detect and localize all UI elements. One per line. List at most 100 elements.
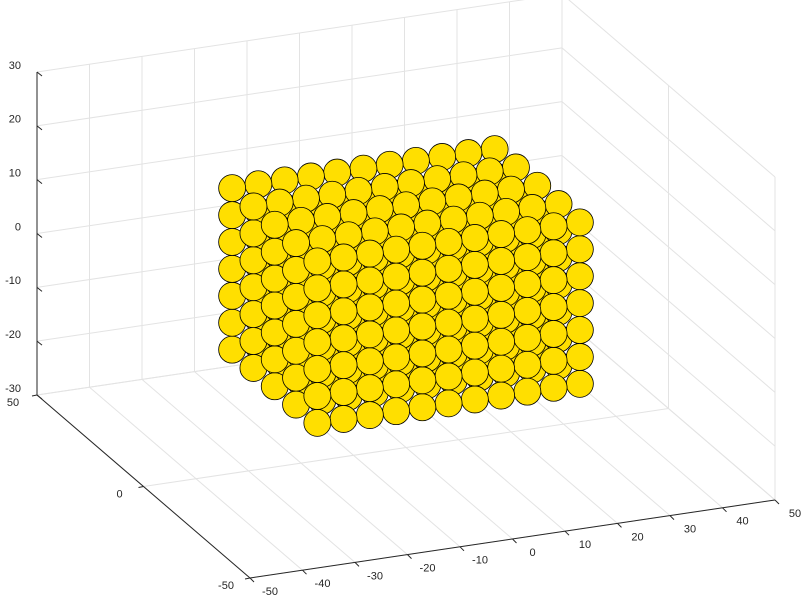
- grid-line: [561, 155, 776, 339]
- point: [329, 351, 358, 380]
- point: [513, 216, 542, 245]
- point: [355, 266, 384, 295]
- point: [408, 393, 437, 422]
- x-tick: [407, 554, 412, 559]
- point: [382, 235, 411, 264]
- z-tick: [36, 340, 43, 346]
- point: [539, 239, 568, 268]
- z-tick-label: -10: [5, 275, 21, 287]
- z-tick-label: 10: [9, 168, 21, 180]
- x-tick-label: 30: [684, 524, 696, 536]
- point: [282, 229, 310, 257]
- x-tick: [512, 538, 517, 544]
- point: [565, 343, 594, 371]
- x-tick-label: 0: [529, 547, 535, 559]
- point: [218, 174, 247, 203]
- point: [487, 300, 516, 329]
- point: [355, 374, 384, 403]
- grid-line: [36, 0, 526, 73]
- point: [355, 401, 384, 429]
- point: [434, 389, 463, 418]
- point: [303, 274, 332, 303]
- point: [329, 378, 358, 406]
- tick-labels: -50 -40 -30 -20 -10 0 10 20 30 40 50 -50 0 50 -30 -20 -1…: [5, 60, 801, 598]
- point: [565, 235, 594, 264]
- point: [487, 354, 516, 383]
- z-tick-label: -20: [5, 329, 21, 341]
- point: [329, 243, 358, 272]
- x-tick-label: 50: [789, 508, 801, 520]
- point: [460, 304, 489, 333]
- point: [303, 247, 332, 276]
- grid-line: [36, 47, 563, 127]
- z-tick: [36, 179, 43, 185]
- y-tick-label: 0: [116, 488, 122, 500]
- point: [382, 370, 411, 399]
- axes: [31, 71, 780, 583]
- grid-line: [561, 47, 776, 232]
- x-tick: [669, 515, 675, 520]
- point: [355, 293, 384, 322]
- point: [487, 220, 516, 248]
- point: [487, 273, 516, 302]
- y-tick: [31, 394, 38, 397]
- x-tick-label: -30: [367, 570, 383, 582]
- point: [513, 270, 542, 298]
- point: [460, 358, 489, 387]
- grid-line: [561, 316, 776, 501]
- point: [382, 316, 411, 345]
- point: [355, 239, 384, 268]
- point: [434, 308, 463, 337]
- point: [382, 262, 411, 291]
- grid-line: [568, 0, 776, 178]
- z-tick-label: 30: [9, 60, 21, 72]
- point: [408, 285, 437, 314]
- point: [487, 247, 516, 275]
- point: [408, 258, 437, 287]
- point: [460, 224, 489, 252]
- point: [303, 408, 332, 437]
- point: [408, 366, 437, 395]
- x-tick-label: 10: [579, 539, 591, 551]
- z-tick: [36, 394, 43, 400]
- point: [539, 212, 568, 241]
- point: [513, 323, 542, 352]
- x-tick-label: -10: [472, 555, 488, 567]
- z-tick-label: 0: [15, 221, 21, 233]
- point: [539, 373, 568, 402]
- point: [329, 405, 358, 433]
- grid-line: [561, 262, 776, 447]
- x-tick-label: 20: [631, 531, 643, 543]
- z-tick-label: 20: [9, 114, 21, 126]
- point: [408, 339, 437, 368]
- grid-line: [36, 101, 563, 181]
- point: [539, 293, 568, 321]
- grid-line: [143, 408, 669, 487]
- point: [434, 254, 463, 283]
- y-tick-label: 50: [7, 397, 19, 409]
- point: [487, 327, 516, 356]
- point: [382, 343, 411, 372]
- point: [239, 192, 268, 221]
- y-tick: [244, 577, 251, 580]
- point: [329, 270, 358, 299]
- point: [408, 231, 437, 260]
- point: [382, 397, 411, 426]
- point: [565, 262, 594, 291]
- points: [218, 135, 594, 437]
- point: [513, 350, 542, 379]
- point: [434, 362, 463, 391]
- point: [355, 347, 384, 376]
- point: [329, 297, 358, 326]
- grid-line: [561, 101, 776, 286]
- z-tick: [36, 125, 43, 131]
- z-tick: [36, 233, 43, 238]
- point: [434, 281, 463, 310]
- point: [303, 382, 332, 410]
- x-tick: [354, 562, 360, 567]
- x-tick: [774, 499, 780, 505]
- point: [329, 324, 358, 353]
- point: [539, 346, 568, 375]
- x-tick: [617, 523, 622, 528]
- point: [382, 289, 411, 318]
